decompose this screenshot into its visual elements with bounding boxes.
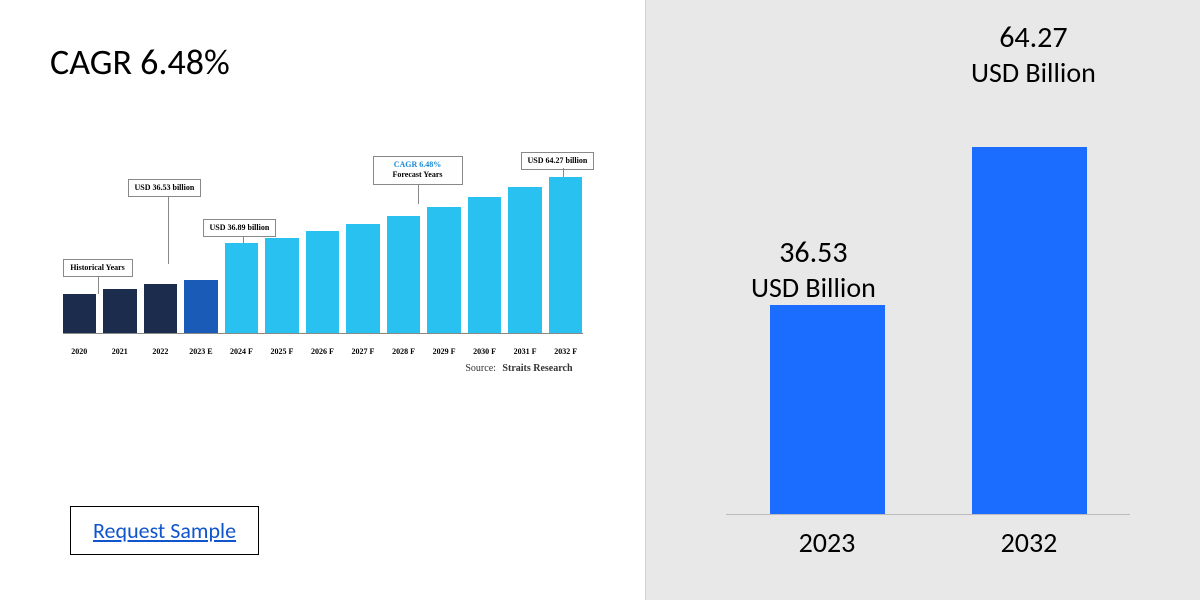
x-axis-label: 2031 F xyxy=(508,347,542,356)
x-axis-label: 2029 F xyxy=(427,347,461,356)
x-axis-label: 2028 F xyxy=(387,347,421,356)
x-axis-label: 2024 F xyxy=(225,347,259,356)
multi-chart-x-labels: 2020 2021 2022 2023 E 2024 F 2025 F 2026 F 2027… xyxy=(63,347,583,356)
multi-year-chart: Historical YearsUSD 36.53 billionUSD 36.… xyxy=(43,124,603,374)
x-axis-label: 2030 F xyxy=(468,347,502,356)
left-panel: CAGR 6.48% Historical YearsUSD 36.53 bil… xyxy=(0,0,645,600)
x-axis-label: 2023 E xyxy=(184,347,218,356)
bar-rect xyxy=(306,231,340,333)
value-2032-number: 64.27 xyxy=(971,20,1096,56)
x-axis-label: 2027 F xyxy=(346,347,380,356)
x-axis-label: 2021 xyxy=(103,347,137,356)
right-chart-x-labels: 2023 2032 xyxy=(726,525,1130,560)
bar-rect xyxy=(549,177,583,333)
multi-chart-bars xyxy=(63,164,583,334)
x-axis-label: 2020 xyxy=(63,347,97,356)
cagr-title: CAGR 6.48% xyxy=(50,40,615,84)
summary-bar xyxy=(770,305,885,514)
bar-rect xyxy=(508,187,542,333)
source-name: Straits Research xyxy=(502,363,572,374)
chart-bar xyxy=(549,177,583,333)
bar-rect xyxy=(103,289,137,333)
right-panel: 36.53 USD Billion 64.27 USD Billion 2023… xyxy=(645,0,1200,600)
chart-bar xyxy=(508,187,542,333)
x-axis-label: 2026 F xyxy=(306,347,340,356)
summary-bar xyxy=(972,147,1087,514)
bar-rect xyxy=(63,294,97,333)
chart-bar xyxy=(63,294,97,333)
value-2032-unit: USD Billion xyxy=(971,56,1096,90)
right-chart-bars xyxy=(726,115,1130,515)
bar-rect xyxy=(265,238,299,333)
summary-x-label: 2032 xyxy=(972,525,1087,560)
chart-bar xyxy=(225,243,259,333)
source-prefix: Source: xyxy=(465,363,496,374)
chart-bar xyxy=(265,238,299,333)
x-axis-label: 2032 F xyxy=(549,347,583,356)
chart-bar xyxy=(468,197,502,333)
bar-rect xyxy=(427,207,461,333)
chart-bar xyxy=(346,224,380,333)
x-axis-label: 2022 xyxy=(144,347,178,356)
chart-bar xyxy=(306,231,340,333)
request-sample-button[interactable]: Request Sample xyxy=(70,506,259,555)
bar-rect xyxy=(225,243,259,333)
value-label-2032: 64.27 USD Billion xyxy=(971,20,1096,90)
chart-bar xyxy=(387,216,421,333)
bar-rect xyxy=(144,284,178,333)
bar-rect xyxy=(468,197,502,333)
chart-bar xyxy=(427,207,461,333)
chart-bar xyxy=(184,280,218,333)
chart-bar xyxy=(144,284,178,333)
bar-rect xyxy=(387,216,421,333)
chart-source: Source: Straits Research xyxy=(465,363,572,374)
bar-rect xyxy=(184,280,218,333)
chart-bar xyxy=(103,289,137,333)
x-axis-label: 2025 F xyxy=(265,347,299,356)
bar-rect xyxy=(346,224,380,333)
summary-x-label: 2023 xyxy=(770,525,885,560)
